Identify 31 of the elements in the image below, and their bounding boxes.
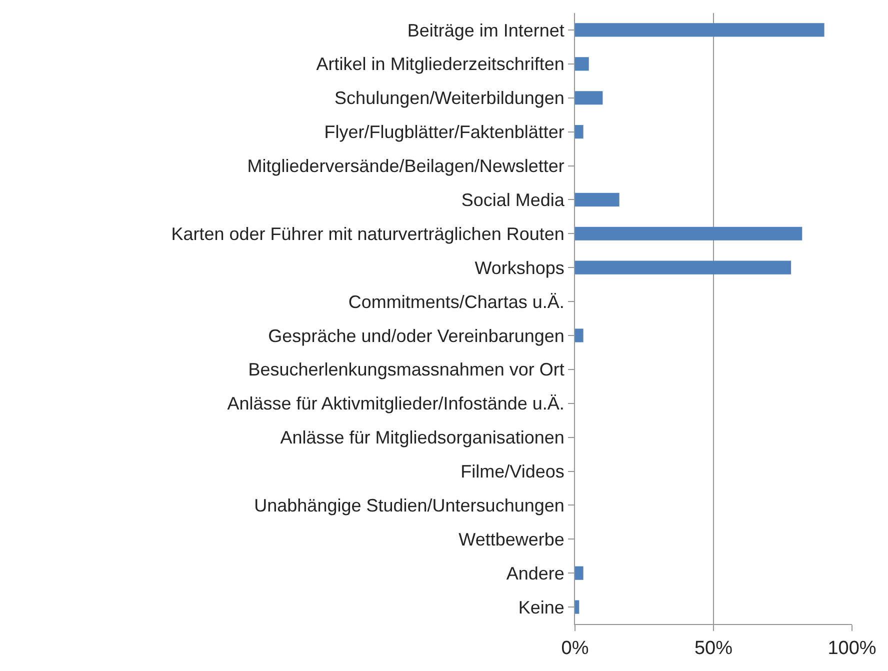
y-tick-label: Schulungen/Weiterbildungen <box>334 88 564 108</box>
y-tick-label: Beiträge im Internet <box>407 20 564 40</box>
y-tick-label: Commitments/Chartas u.Ä. <box>348 292 564 312</box>
bar <box>575 566 584 580</box>
y-tick-label: Anlässe für Aktivmitglieder/Infostände u.Ä. <box>227 394 564 414</box>
bar <box>575 125 584 139</box>
y-tick-label: Social Media <box>461 190 566 210</box>
y-tick-label: Gespräche und/oder Vereinbarungen <box>268 326 564 346</box>
bar <box>575 260 792 274</box>
y-tick-label: Anlässe für Mitgliedsorganisationen <box>280 428 564 448</box>
bar <box>575 23 824 37</box>
y-tick-label: Karten oder Führer mit naturverträglichen Routen <box>171 224 564 244</box>
bar <box>575 57 589 71</box>
y-tick-label: Unabhängige Studien/Untersuchungen <box>254 495 564 516</box>
x-tick-label: 100% <box>828 638 876 659</box>
bar <box>575 600 580 614</box>
bar <box>575 328 584 342</box>
bar <box>575 226 802 240</box>
y-tick-label: Workshops <box>474 258 564 278</box>
y-tick-label: Besucherlenkungsmassnahmen vor Ort <box>248 360 564 380</box>
bar <box>575 192 620 206</box>
y-tick-label: Mitgliederversände/Beilagen/Newsletter <box>247 156 564 176</box>
x-tick-label: 50% <box>694 638 733 659</box>
y-tick-label: Flyer/Flugblätter/Faktenblätter <box>324 122 564 142</box>
y-tick-label: Wettbewerbe <box>458 529 564 550</box>
y-tick-label: Filme/Videos <box>460 462 564 482</box>
x-tick-label: 0% <box>561 638 589 659</box>
y-tick-label: Artikel in Mitgliederzeitschriften <box>316 54 564 74</box>
y-tick-label: Keine <box>518 597 564 618</box>
bar <box>575 91 603 105</box>
y-tick-label: Andere <box>506 563 564 584</box>
